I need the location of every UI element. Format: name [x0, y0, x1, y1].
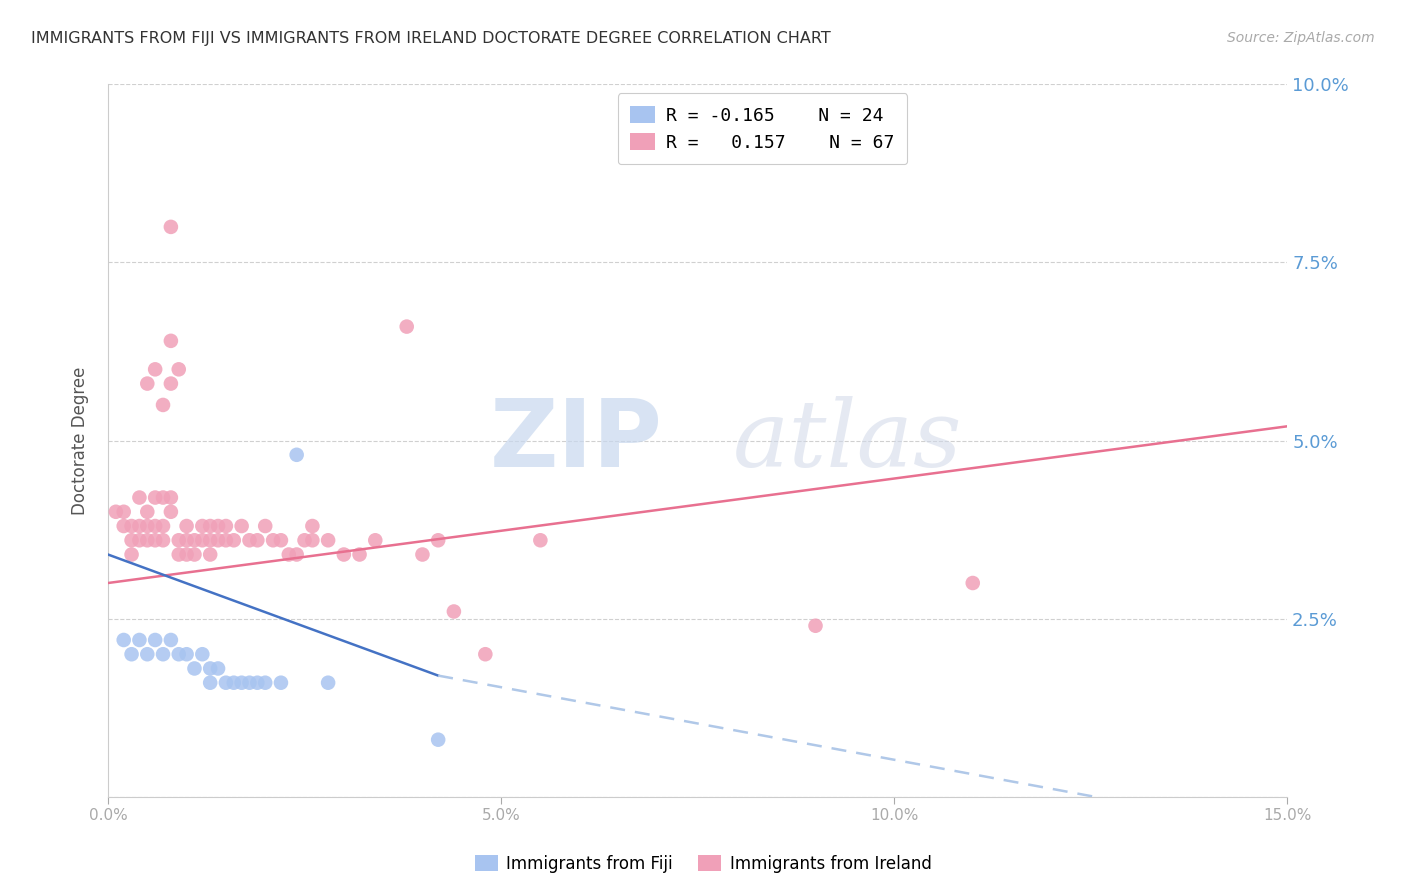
Point — [176, 548, 198, 562]
Point — [152, 647, 174, 661]
Point — [121, 519, 143, 533]
Point — [176, 647, 198, 661]
Point — [160, 632, 183, 647]
Point — [262, 533, 284, 548]
Point — [215, 533, 238, 548]
Point — [285, 448, 308, 462]
Point — [136, 505, 159, 519]
Point — [191, 533, 214, 548]
Point — [104, 505, 127, 519]
Point — [121, 533, 143, 548]
Point — [167, 362, 190, 376]
Point — [136, 376, 159, 391]
Point — [152, 533, 174, 548]
Point — [215, 519, 238, 533]
Point — [167, 533, 190, 548]
Point — [443, 605, 465, 619]
Point — [207, 533, 229, 548]
Point — [136, 647, 159, 661]
Point — [395, 319, 418, 334]
Point — [316, 675, 339, 690]
Point — [152, 519, 174, 533]
Point — [238, 675, 260, 690]
Point — [121, 548, 143, 562]
Point — [112, 505, 135, 519]
Point — [198, 661, 221, 675]
Point — [254, 519, 277, 533]
Point — [254, 675, 277, 690]
Point — [364, 533, 387, 548]
Point — [207, 519, 229, 533]
Point — [191, 519, 214, 533]
Point — [207, 661, 229, 675]
Text: atlas: atlas — [733, 395, 963, 485]
Point — [285, 548, 308, 562]
Point — [160, 219, 183, 234]
Point — [167, 548, 190, 562]
Point — [160, 505, 183, 519]
Point — [167, 647, 190, 661]
Point — [112, 632, 135, 647]
Point — [962, 576, 984, 591]
Point — [238, 533, 260, 548]
Text: ZIP: ZIP — [489, 394, 662, 486]
Point — [427, 533, 450, 548]
Point — [128, 519, 150, 533]
Point — [349, 548, 371, 562]
Point — [270, 675, 292, 690]
Point — [222, 675, 245, 690]
Point — [143, 533, 166, 548]
Point — [198, 675, 221, 690]
Point — [246, 533, 269, 548]
Text: IMMIGRANTS FROM FIJI VS IMMIGRANTS FROM IRELAND DOCTORATE DEGREE CORRELATION CHA: IMMIGRANTS FROM FIJI VS IMMIGRANTS FROM … — [31, 31, 831, 46]
Point — [128, 632, 150, 647]
Point — [427, 732, 450, 747]
Point — [183, 548, 205, 562]
Point — [270, 533, 292, 548]
Point — [474, 647, 496, 661]
Point — [176, 519, 198, 533]
Point — [112, 519, 135, 533]
Point — [294, 533, 316, 548]
Point — [143, 362, 166, 376]
Point — [176, 533, 198, 548]
Point — [277, 548, 299, 562]
Point — [411, 548, 433, 562]
Point — [136, 519, 159, 533]
Point — [316, 533, 339, 548]
Legend: R = -0.165    N = 24, R =   0.157    N = 67: R = -0.165 N = 24, R = 0.157 N = 67 — [617, 94, 907, 164]
Point — [222, 533, 245, 548]
Point — [231, 675, 253, 690]
Point — [333, 548, 356, 562]
Point — [183, 533, 205, 548]
Point — [136, 533, 159, 548]
Point — [152, 491, 174, 505]
Point — [301, 519, 323, 533]
Text: Source: ZipAtlas.com: Source: ZipAtlas.com — [1227, 31, 1375, 45]
Point — [143, 519, 166, 533]
Point — [128, 533, 150, 548]
Point — [128, 491, 150, 505]
Point — [160, 491, 183, 505]
Point — [231, 519, 253, 533]
Point — [215, 675, 238, 690]
Point — [121, 647, 143, 661]
Point — [804, 619, 827, 633]
Point — [143, 491, 166, 505]
Point — [198, 533, 221, 548]
Legend: Immigrants from Fiji, Immigrants from Ireland: Immigrants from Fiji, Immigrants from Ir… — [468, 848, 938, 880]
Point — [246, 675, 269, 690]
Point — [529, 533, 551, 548]
Point — [198, 548, 221, 562]
Y-axis label: Doctorate Degree: Doctorate Degree — [72, 367, 89, 515]
Point — [301, 533, 323, 548]
Point — [160, 376, 183, 391]
Point — [198, 519, 221, 533]
Point — [152, 398, 174, 412]
Point — [143, 632, 166, 647]
Point — [160, 334, 183, 348]
Point — [191, 647, 214, 661]
Point — [183, 661, 205, 675]
